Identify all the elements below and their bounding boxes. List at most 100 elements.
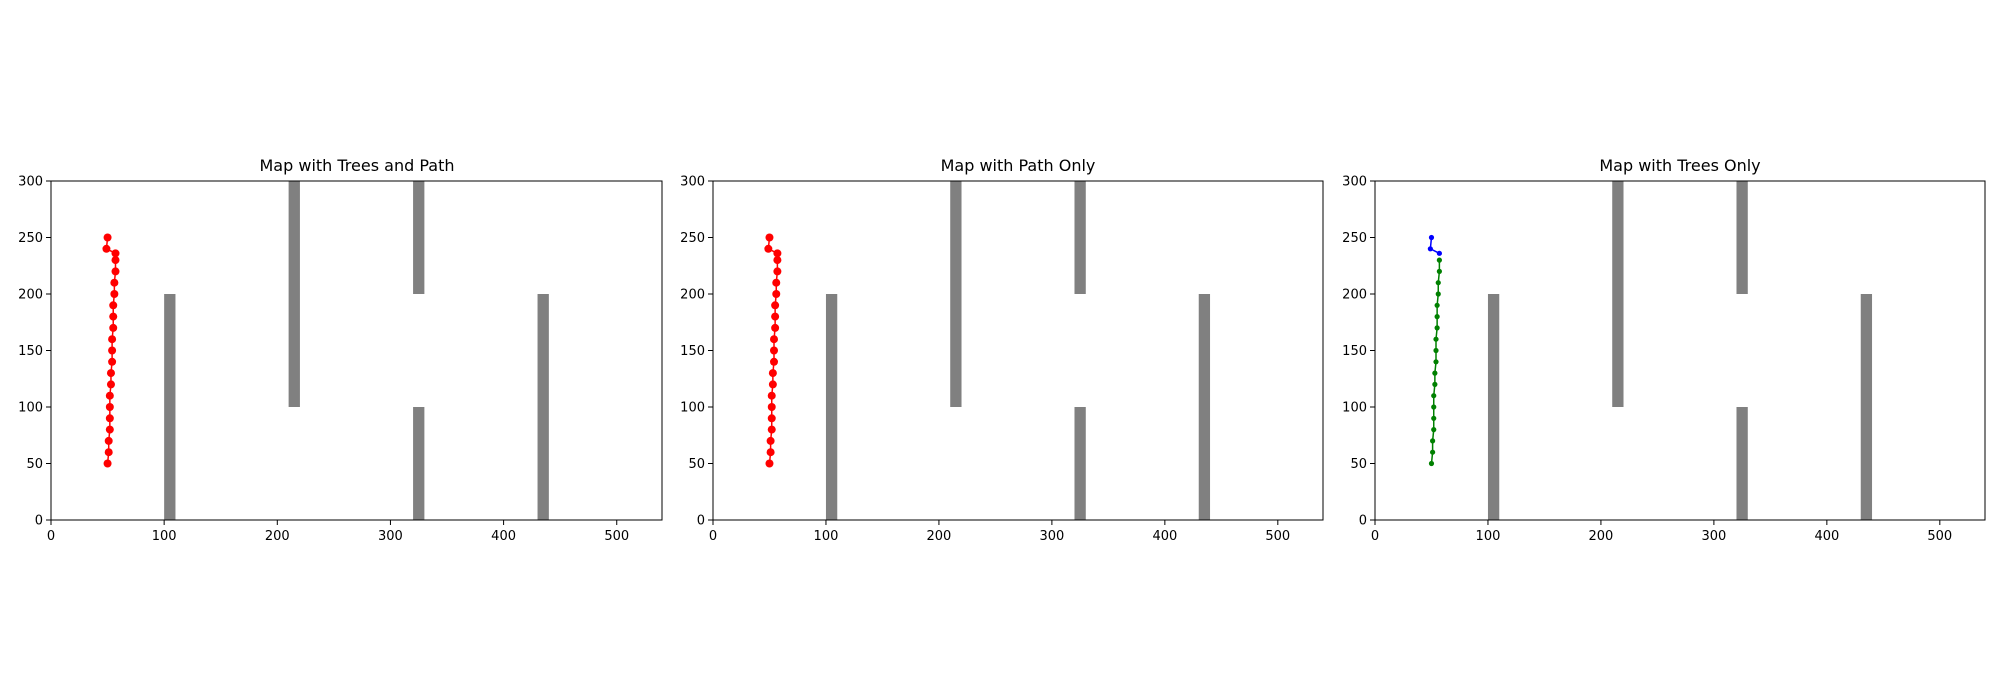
- x-tick-label: 0: [1371, 529, 1379, 544]
- x-tick-label: 500: [1927, 529, 1952, 544]
- y-tick-label: 50: [1350, 457, 1367, 472]
- obstacle-bar: [1198, 294, 1211, 520]
- obstacle-bar: [1487, 294, 1500, 520]
- panel-trees-and-path: Map with Trees and Path 0 100 200 300 400 500…: [18, 156, 663, 544]
- path-point: [767, 391, 776, 400]
- path-point: [1427, 246, 1433, 252]
- path-point: [773, 256, 782, 265]
- x-tick-label: 300: [1039, 529, 1064, 544]
- axes-frame: [712, 180, 1324, 521]
- path-point: [1430, 438, 1436, 444]
- path-point: [1436, 250, 1442, 256]
- path-point: [1431, 427, 1437, 433]
- path-point: [1431, 404, 1437, 410]
- y-tick-label: 250: [18, 231, 43, 246]
- x-tick-label: 100: [814, 529, 839, 544]
- x-tick-label: 500: [1265, 529, 1290, 544]
- y-tick-label: 200: [680, 288, 705, 303]
- panel-path-only: Map with Path Only 0 100 200 300 400 500 0 50 10…: [680, 156, 1324, 544]
- path-point: [1435, 280, 1441, 286]
- path-point: [109, 323, 118, 332]
- path-point: [111, 267, 120, 276]
- y-tick-label: 0: [1359, 514, 1367, 529]
- x-tick-label: 100: [1476, 529, 1501, 544]
- path-point: [1431, 415, 1437, 421]
- path-point: [1435, 291, 1441, 297]
- obstacle-bar: [413, 181, 425, 294]
- path-point: [771, 301, 780, 310]
- y-tick-label: 300: [680, 175, 705, 190]
- path-point: [1434, 302, 1440, 308]
- path-point: [103, 233, 112, 242]
- path-point: [108, 346, 117, 355]
- obstacle-bar: [1612, 181, 1624, 407]
- axes-frame: [1374, 180, 1986, 521]
- path-point: [1428, 234, 1435, 241]
- path-point: [1431, 393, 1437, 399]
- y-tick-label: 250: [680, 231, 705, 246]
- obstacle-bar: [950, 181, 962, 407]
- y-tick-label: 300: [1342, 175, 1367, 190]
- path-point: [1434, 314, 1440, 320]
- path-point: [105, 391, 114, 400]
- x-tick-label: 200: [1589, 529, 1614, 544]
- obstacle-bar: [288, 181, 300, 407]
- y-tick-label: 300: [18, 175, 43, 190]
- panel-trees-only: Map with Trees Only 0 100 200 300 400 500 0 50 1…: [1342, 156, 1986, 544]
- obstacle-bar: [537, 294, 549, 520]
- obstacle-bar: [825, 294, 838, 520]
- y-tick-label: 150: [1342, 344, 1367, 359]
- path-line: [105, 237, 117, 464]
- path-line: [767, 237, 779, 464]
- x-tick-label: 200: [927, 529, 952, 544]
- y-tick-label: 250: [1342, 231, 1367, 246]
- path-point: [766, 448, 775, 457]
- path-point: [772, 290, 781, 298]
- path-point: [105, 403, 114, 411]
- path-point: [102, 244, 111, 253]
- path-point: [770, 335, 778, 344]
- path-point: [1434, 325, 1440, 331]
- path-point: [1428, 460, 1435, 467]
- x-tick-label: 200: [265, 529, 290, 544]
- path-point: [772, 278, 781, 287]
- x-tick-label: 400: [491, 529, 516, 544]
- path-point: [770, 346, 778, 355]
- obstacle-bar: [1074, 407, 1086, 520]
- x-tick-label: 500: [604, 529, 629, 544]
- obstacle-bar: [1074, 181, 1086, 294]
- path-point: [105, 414, 114, 423]
- x-tick-label: 300: [1701, 529, 1726, 544]
- y-tick-label: 200: [18, 288, 43, 303]
- path-point: [1436, 257, 1442, 263]
- axes-frame: [50, 180, 663, 521]
- obstacle-bar: [1736, 407, 1748, 520]
- y-tick-label: 200: [1342, 288, 1367, 303]
- x-tick-label: 0: [47, 529, 55, 544]
- path-point: [1433, 336, 1439, 342]
- y-tick-label: 150: [18, 344, 43, 359]
- obstacle-bar: [164, 294, 176, 520]
- y-tick-label: 100: [680, 401, 705, 416]
- obstacle-bar: [1860, 294, 1873, 520]
- path-point: [770, 357, 778, 366]
- y-tick-label: 150: [680, 344, 705, 359]
- y-tick-label: 50: [26, 457, 43, 472]
- path-point: [766, 436, 775, 445]
- path-point: [765, 233, 774, 242]
- path-point: [110, 290, 119, 298]
- y-tick-label: 0: [697, 514, 705, 529]
- path-point: [771, 323, 780, 332]
- path-point: [109, 301, 118, 310]
- path-point: [768, 380, 777, 389]
- path-point: [109, 312, 118, 321]
- path-point: [110, 278, 119, 287]
- path-point: [767, 403, 776, 411]
- path-point: [111, 256, 120, 265]
- panel-title: Map with Trees Only: [1599, 156, 1760, 175]
- path-point: [771, 312, 780, 321]
- path-point: [111, 249, 120, 258]
- path-point: [765, 459, 774, 468]
- y-tick-label: 50: [688, 457, 705, 472]
- x-tick-label: 400: [1814, 529, 1839, 544]
